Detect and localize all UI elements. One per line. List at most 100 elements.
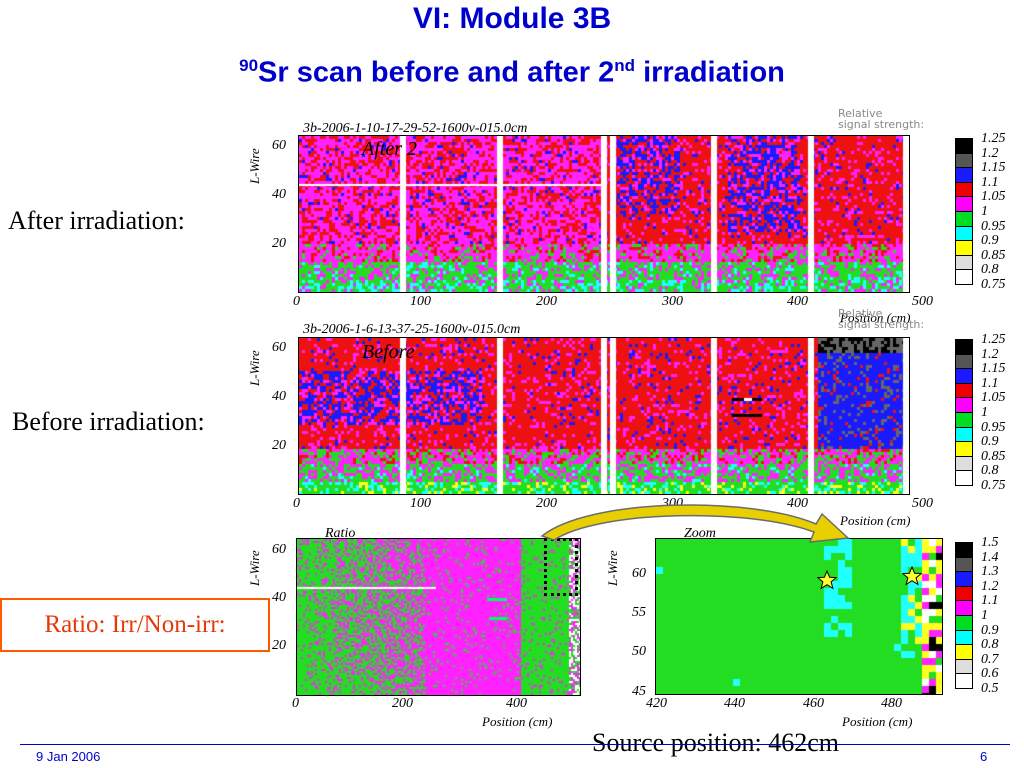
before-y-tick: 20: [272, 438, 286, 453]
legend-swatch: [955, 571, 973, 587]
legend-swatch: [955, 412, 973, 428]
before-overlay-text: Before: [362, 341, 415, 363]
zoom-arrow-icon: [540, 504, 850, 543]
legend-value: 1.15: [981, 361, 1006, 377]
legend-swatch: [955, 673, 973, 689]
legend-swatch: [955, 600, 973, 616]
ratio-y-tick: 60: [272, 542, 286, 557]
legend-swatch: [955, 240, 973, 256]
ordinal-suffix: nd: [614, 56, 636, 75]
legend-swatch: [955, 167, 973, 183]
before-y-axis-label: L-Wire: [247, 350, 262, 386]
before-y-tick: 40: [272, 389, 286, 404]
ratio-heatmap: [296, 538, 581, 696]
subtitle-tail: irradiation: [635, 56, 785, 89]
after-x-tick: 0: [293, 294, 300, 309]
legend-swatch: [955, 152, 973, 169]
legend-value: 1.2: [981, 578, 999, 594]
before-x-tick: 100: [410, 496, 431, 511]
before-x-axis-label: Position (cm): [840, 513, 911, 528]
slide-subtitle: 90Sr scan before and after 2nd irradiati…: [0, 48, 1024, 91]
legend-swatch: [955, 455, 973, 472]
legend-swatch: [955, 269, 973, 285]
label-ratio-box: Ratio: Irr/Non-irr:: [0, 598, 270, 652]
footer-date: 9 Jan 2006: [36, 749, 101, 764]
ratio-x-tick: 400: [506, 696, 527, 711]
after-color-legend: 1.25 1.2 1.15 1.1 1.05 1 0.95 0.9 0.85 0.8 0.75: [955, 132, 1023, 297]
zoom-heatmap-canvas: [656, 539, 942, 694]
legend-swatch: [955, 211, 973, 227]
zoom-x-axis-label: Position (cm): [842, 714, 913, 729]
legend-value: 0.8: [981, 262, 999, 278]
legend-swatch: [955, 629, 973, 646]
legend-swatch: [955, 470, 973, 486]
after-x-tick: 300: [662, 294, 683, 309]
star-marker-icon: [817, 570, 837, 590]
legend-swatch: [955, 254, 973, 271]
legend-value: 0.85: [981, 247, 1006, 263]
legend-value: 1.05: [981, 390, 1006, 406]
legend-value: 1: [981, 204, 988, 219]
legend-value: 0.9: [981, 233, 999, 249]
legend-value: 0.95: [981, 218, 1006, 234]
zoom-x-tick: 480: [881, 696, 902, 711]
zoom-y-tick: 50: [632, 644, 646, 659]
zoom-color-legend: 1.5 1.4 1.3 1.2 1.1 1 0.9 0.8 0.7 0.6 0.5: [955, 536, 1023, 701]
before-heatmap-canvas: [299, 338, 909, 494]
legend-value: 1.2: [981, 145, 999, 161]
legend-value: 1.25: [981, 131, 1006, 146]
legend-swatch: [955, 382, 973, 399]
legend-swatch: [955, 585, 973, 602]
after-x-tick: 500: [912, 294, 933, 309]
ratio-x-tick: 0: [292, 696, 299, 711]
zoom-y-tick: 55: [632, 605, 646, 620]
zoom-x-tick: 440: [724, 696, 745, 711]
after-overlay-text: After 2: [362, 138, 417, 160]
legend-value: 1.05: [981, 189, 1006, 205]
ratio-x-tick: 200: [392, 696, 413, 711]
after-x-tick: 200: [536, 294, 557, 309]
before-legend-title-1: Relative: [838, 307, 883, 320]
after-y-tick: 60: [272, 138, 286, 153]
before-legend-title-2: signal strength:: [838, 318, 925, 331]
source-position-caption: Source position: 462cm: [592, 728, 839, 757]
zoom-title: Zoom: [684, 526, 716, 541]
ratio-heatmap-canvas: [297, 539, 580, 695]
legend-value: 0.9: [981, 434, 999, 450]
before-heatmap: [298, 337, 910, 495]
legend-value: 1.25: [981, 332, 1006, 347]
legend-swatch: [955, 353, 973, 370]
page-number: 6: [980, 749, 988, 764]
legend-value: 1.3: [981, 564, 999, 580]
legend-value: 0.7: [981, 651, 999, 667]
legend-value: 0.8: [981, 463, 999, 479]
before-color-legend: 1.25 1.2 1.15 1.1 1.05 1 0.95 0.9 0.85 0.8 0.75: [955, 333, 1023, 498]
before-run-label: 3b-2006-1-6-13-37-25-1600v-015.0cm: [303, 322, 521, 337]
after-y-axis-label: L-Wire: [247, 148, 262, 184]
after-x-tick: 400: [787, 294, 808, 309]
legend-swatch: [955, 615, 973, 631]
zoom-x-tick: 460: [803, 696, 824, 711]
legend-value: 1.1: [981, 375, 999, 391]
before-x-tick: 400: [787, 496, 808, 511]
ratio-y-tick: 20: [272, 638, 286, 653]
legend-value: 1.1: [981, 174, 999, 190]
legend-value: 1: [981, 608, 988, 623]
label-after-irradiation: After irradiation:: [8, 206, 185, 235]
zoom-heatmap: [655, 538, 943, 695]
legend-swatch: [955, 225, 973, 242]
subtitle-main: Sr scan before and after 2: [258, 56, 615, 89]
legend-swatch: [955, 556, 973, 573]
after-run-label: 3b-2006-1-10-17-29-52-1600v-015.0cm: [303, 121, 528, 136]
legend-value: 0.95: [981, 419, 1006, 435]
before-x-tick: 200: [536, 496, 557, 511]
zoom-y-tick: 60: [632, 566, 646, 581]
after-heatmap-canvas: [299, 136, 909, 292]
after-heatmap: [298, 135, 910, 293]
legend-value: 1.4: [981, 549, 999, 565]
legend-value: 0.5: [981, 681, 999, 696]
legend-swatch: [955, 542, 973, 558]
zoom-x-tick: 420: [646, 696, 667, 711]
after-legend-title-1: Relative: [838, 107, 883, 120]
before-x-tick: 500: [912, 496, 933, 511]
